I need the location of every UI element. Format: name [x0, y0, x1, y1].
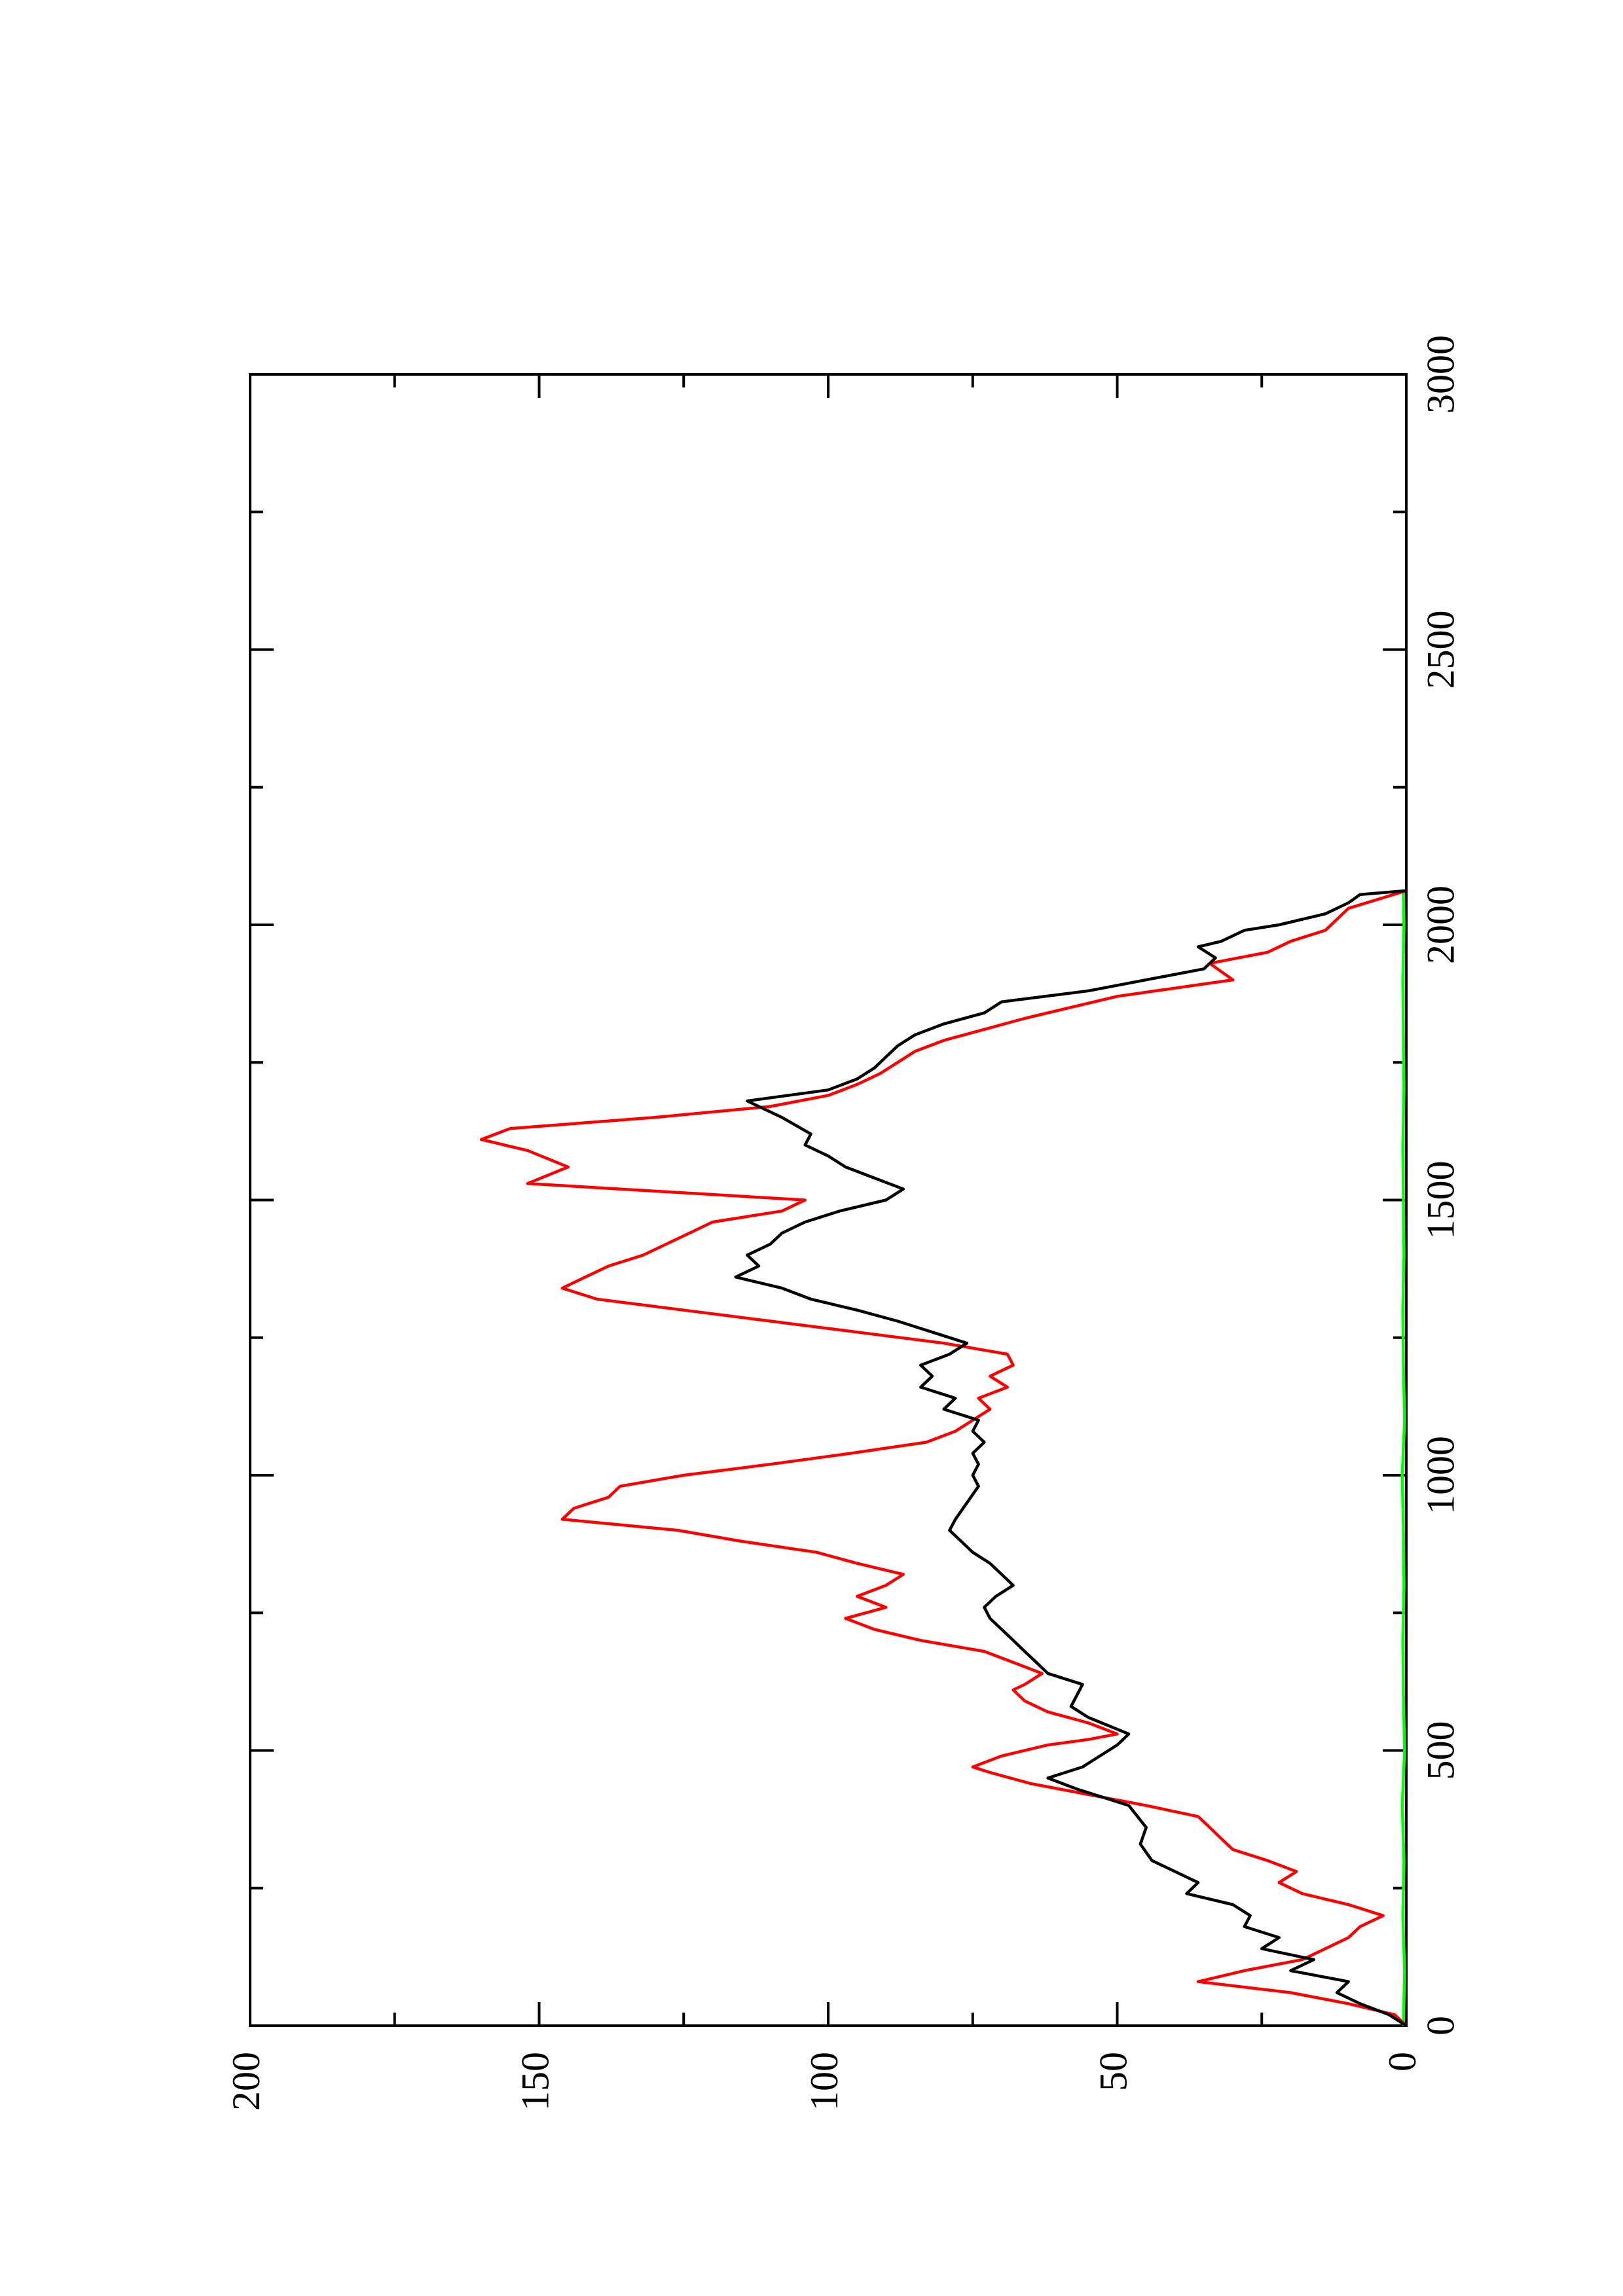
- x-tick-label: 2500: [1419, 611, 1462, 689]
- plot-frame: [249, 373, 1408, 2027]
- x-tick-label: 3000: [1419, 335, 1462, 414]
- series-line-black: [734, 889, 1408, 2027]
- plot-area: 0 500 1000 1500 2000 2500 3000 0 50 100 150 200: [225, 335, 1463, 2111]
- x-tick-label: 2000: [1419, 886, 1462, 964]
- y-tick-label: 50: [1091, 2052, 1135, 2091]
- y-tick-label: 100: [803, 2052, 846, 2111]
- y-tick-label: 0: [1381, 2052, 1424, 2072]
- x-tick-label: 1000: [1419, 1436, 1462, 1515]
- x-tick-label: 0: [1419, 2016, 1462, 2036]
- series-line-green: [1400, 890, 1406, 2026]
- y-tick-label: 200: [225, 2052, 268, 2111]
- x-tick-label: 1500: [1419, 1161, 1462, 1240]
- y-tick-label: 150: [513, 2052, 556, 2111]
- x-tick-label: 500: [1419, 1721, 1462, 1780]
- series-line-red: [479, 889, 1408, 2027]
